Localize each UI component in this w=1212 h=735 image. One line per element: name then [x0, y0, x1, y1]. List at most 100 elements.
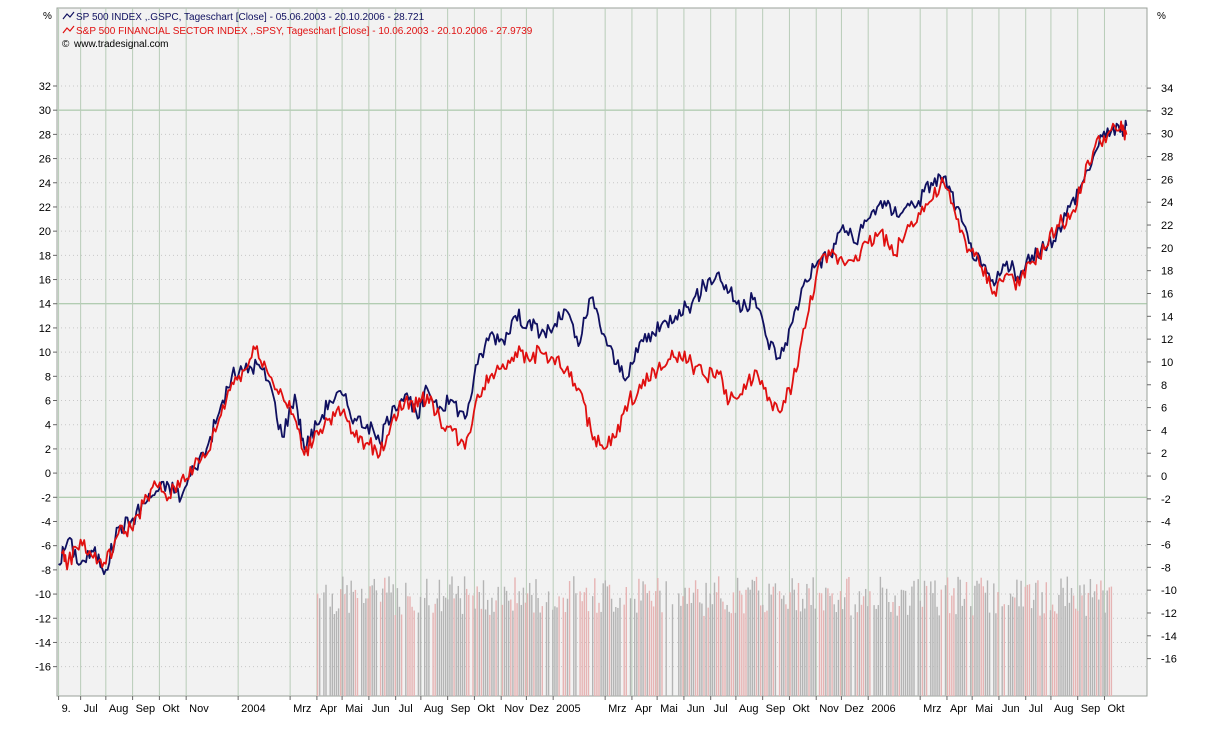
volume-bar [888, 602, 890, 696]
right-tick-label: 18 [1161, 266, 1173, 278]
volume-bar [1104, 612, 1106, 696]
volume-bar [867, 606, 869, 696]
volume-bar [764, 612, 766, 696]
volume-bar [936, 606, 938, 696]
x-tick-label: Sep [1081, 703, 1101, 715]
volume-bar [617, 607, 619, 696]
x-tick-label: Mai [345, 703, 363, 715]
volume-bar [835, 612, 837, 696]
volume-bar [1007, 605, 1010, 696]
volume-bar [486, 599, 489, 696]
volume-bar [514, 577, 516, 696]
volume-bar [736, 577, 739, 696]
volume-bar [825, 587, 827, 696]
volume-bar [1003, 604, 1005, 696]
volume-bar [843, 597, 846, 696]
right-tick-label: -8 [1161, 562, 1171, 574]
volume-bar [879, 576, 882, 696]
volume-bar [923, 580, 926, 696]
left-tick-label: 24 [39, 178, 51, 190]
volume-bar [575, 593, 577, 696]
left-tick-label: -12 [35, 613, 51, 625]
volume-bar [909, 605, 911, 696]
left-axis-unit: % [43, 11, 52, 22]
volume-bar [398, 606, 401, 696]
volume-bar [598, 602, 600, 696]
volume-bar [1093, 591, 1096, 696]
volume-bar [533, 612, 535, 696]
volume-bar [612, 611, 615, 696]
volume-bar [650, 600, 653, 696]
volume-bar [703, 615, 705, 696]
left-tick-label: -4 [41, 516, 51, 528]
volume-bar [1091, 597, 1094, 696]
volume-bar [988, 612, 991, 696]
left-tick-label: -2 [41, 492, 51, 504]
right-tick-label: 16 [1161, 288, 1173, 300]
x-tick-label: 2006 [871, 703, 895, 715]
volume-bar [346, 585, 348, 696]
volume-bar [709, 593, 711, 696]
volume-bar [738, 590, 741, 696]
volume-bar [699, 602, 701, 696]
volume-bar [587, 611, 590, 696]
volume-bar [919, 600, 921, 696]
volume-bar [944, 585, 947, 696]
right-tick-label: -4 [1161, 517, 1171, 529]
legend: SP 500 INDEX ,.GSPC, Tageschart [Close] … [62, 11, 533, 50]
volume-bar [644, 584, 646, 696]
volume-bar [373, 578, 375, 696]
volume-bar [770, 594, 772, 696]
volume-bar [442, 596, 445, 696]
volume-bar [503, 586, 506, 696]
volume-bar [747, 587, 749, 696]
x-tick-label: Jul [84, 703, 98, 715]
volume-bar [428, 605, 430, 696]
axes: 32302826242220181614121086420-2-4-6-8-10… [35, 81, 1177, 715]
volume-bar [583, 592, 585, 696]
volume-bar [682, 596, 684, 696]
volume-bar [633, 598, 636, 696]
x-tick-label: Dez [529, 703, 549, 715]
volume-bar [806, 583, 808, 696]
right-tick-label: 22 [1161, 220, 1173, 232]
x-tick-label: Nov [819, 703, 839, 715]
volume-bar [1085, 615, 1087, 696]
volume-bar [665, 581, 667, 696]
volume-bar [1110, 586, 1113, 696]
volume-bar [423, 597, 426, 696]
volume-bar [839, 591, 842, 696]
volume-bar [993, 583, 995, 696]
volume-bar [396, 588, 399, 696]
right-tick-label: 34 [1161, 83, 1173, 95]
left-tick-label: 30 [39, 105, 51, 117]
volume-bar [457, 585, 459, 696]
volume-bar [980, 577, 982, 696]
volume-bar [1018, 606, 1020, 696]
volume-bar [869, 591, 871, 696]
volume-bar [680, 605, 682, 696]
x-tick-label: Jun [1002, 703, 1020, 715]
volume-bar [524, 602, 527, 696]
volume-bar [1064, 606, 1066, 696]
volume-bar [419, 596, 422, 696]
volume-bar [558, 596, 560, 696]
volume-bar [961, 605, 963, 696]
volume-bar [564, 612, 567, 696]
volume-bar [957, 576, 959, 696]
volume-bar [1056, 613, 1058, 696]
volume-bar [1066, 576, 1068, 696]
volume-bar [434, 603, 436, 696]
x-tick-label: Okt [792, 703, 809, 715]
volume-bar [848, 577, 850, 696]
x-tick-label: Okt [477, 703, 494, 715]
volume-bar [528, 582, 531, 696]
volume-bar [759, 605, 762, 696]
volume-bar [323, 592, 325, 696]
volume-bar [440, 611, 443, 696]
x-tick-label: Mrz [293, 703, 311, 715]
volume-bar [1016, 579, 1018, 696]
volume-bar [827, 588, 829, 696]
x-tick-label: Nov [189, 703, 209, 715]
volume-bar [715, 592, 718, 696]
